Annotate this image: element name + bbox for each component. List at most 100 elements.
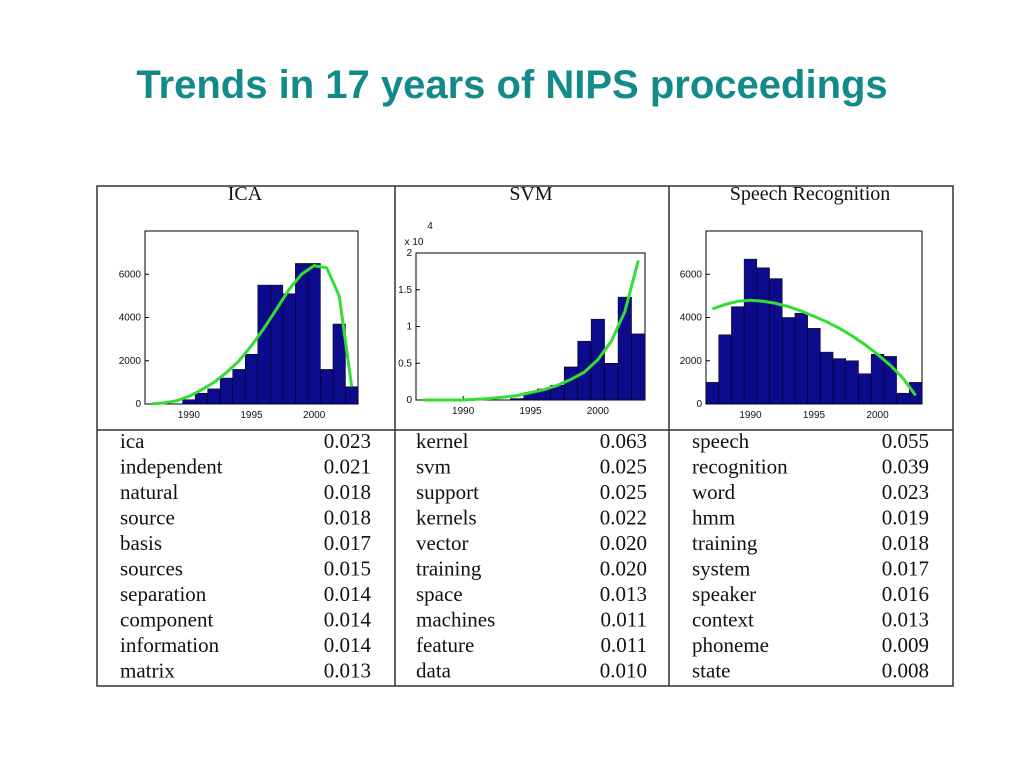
y-tick-label: 0 xyxy=(406,395,412,406)
fit-curve xyxy=(422,260,640,402)
term: state xyxy=(692,659,730,683)
term: information xyxy=(120,633,220,657)
x-tick-label: 2000 xyxy=(303,410,326,421)
bar xyxy=(232,369,246,405)
x-tick-label: 1995 xyxy=(519,406,542,417)
term: basis xyxy=(120,531,162,555)
bar xyxy=(807,328,821,405)
probability: 0.008 xyxy=(882,659,929,683)
probability: 0.023 xyxy=(324,429,371,453)
bar xyxy=(320,369,334,405)
bar xyxy=(244,354,259,405)
term: vector xyxy=(416,531,468,555)
y-tick-label: 1.5 xyxy=(398,285,412,296)
probability: 0.017 xyxy=(324,531,371,555)
fit-curve xyxy=(151,264,354,406)
probability: 0.017 xyxy=(882,557,929,581)
term: feature xyxy=(416,633,474,657)
term: support xyxy=(416,480,479,504)
probability: 0.018 xyxy=(324,480,371,504)
bar xyxy=(858,373,872,405)
probability: 0.039 xyxy=(882,455,929,479)
term: recognition xyxy=(692,455,788,479)
term: speech xyxy=(692,429,750,453)
term: training xyxy=(692,531,758,555)
bar xyxy=(257,284,271,405)
term: speaker xyxy=(692,582,756,606)
term: natural xyxy=(120,480,178,504)
probability: 0.020 xyxy=(600,531,647,555)
probability: 0.016 xyxy=(882,582,929,606)
bar xyxy=(207,388,221,405)
y-tick-label: 4000 xyxy=(119,313,142,324)
bar xyxy=(731,306,745,405)
probability: 0.011 xyxy=(601,608,647,632)
y-tick-label: 2000 xyxy=(680,356,703,367)
term: machines xyxy=(416,608,495,632)
panel-title: ICA xyxy=(228,183,263,205)
y-tick-label: 6000 xyxy=(119,269,142,280)
term: sources xyxy=(120,557,183,581)
x-tick-label: 1990 xyxy=(739,410,762,421)
probability: 0.014 xyxy=(324,582,372,606)
bar xyxy=(743,258,758,405)
y-tick-label: 6000 xyxy=(680,269,703,280)
y-tick-label: 0 xyxy=(696,399,702,410)
bar xyxy=(794,312,808,405)
bar xyxy=(820,351,834,405)
term: system xyxy=(692,557,750,581)
term: word xyxy=(692,480,736,504)
probability: 0.009 xyxy=(882,633,929,657)
probability: 0.025 xyxy=(600,480,647,504)
probability: 0.013 xyxy=(882,608,929,632)
bar xyxy=(896,392,910,405)
x-tick-label: 1990 xyxy=(452,406,475,417)
term: source xyxy=(120,506,175,530)
bar xyxy=(769,278,783,405)
x-tick-label: 1995 xyxy=(803,410,826,421)
term: kernel xyxy=(416,429,469,453)
bar xyxy=(182,399,196,405)
y-tick-label: 0 xyxy=(135,399,141,410)
x-tick-label: 2000 xyxy=(587,406,610,417)
term: context xyxy=(692,608,754,632)
bar xyxy=(332,323,346,405)
x-tick-label: 1990 xyxy=(178,410,201,421)
slide-title: Trends in 17 years of NIPS proceedings xyxy=(136,63,887,107)
x-tick-label: 1995 xyxy=(240,410,263,421)
bar xyxy=(870,354,885,405)
probability: 0.022 xyxy=(600,506,647,530)
axis-multiplier: x 10 xyxy=(405,237,424,248)
term: separation xyxy=(120,582,207,606)
bar xyxy=(510,398,525,401)
panel-title: SVM xyxy=(509,183,553,205)
y-tick-label: 2 xyxy=(406,248,412,259)
term: training xyxy=(416,557,482,581)
bar xyxy=(832,358,847,405)
bar xyxy=(219,377,233,405)
term: space xyxy=(416,582,463,606)
probability: 0.013 xyxy=(324,659,371,683)
probability: 0.021 xyxy=(324,455,371,479)
bar xyxy=(307,263,321,405)
probability: 0.020 xyxy=(600,557,647,581)
panel-title: Speech Recognition xyxy=(730,183,891,205)
bar xyxy=(781,317,796,405)
bar xyxy=(756,267,770,405)
term: data xyxy=(416,659,452,683)
axis-exponent: 4 xyxy=(427,221,433,232)
probability: 0.014 xyxy=(324,608,372,632)
term: kernels xyxy=(416,506,477,530)
probability: 0.014 xyxy=(324,633,372,657)
term: phoneme xyxy=(692,633,769,657)
term: independent xyxy=(120,455,223,479)
bar xyxy=(563,366,578,401)
y-tick-label: 1 xyxy=(406,322,412,333)
probability: 0.013 xyxy=(600,582,647,606)
term: ica xyxy=(120,429,145,453)
probability: 0.018 xyxy=(324,506,371,530)
probability: 0.023 xyxy=(882,480,929,504)
term: matrix xyxy=(120,659,175,683)
probability: 0.018 xyxy=(882,531,929,555)
